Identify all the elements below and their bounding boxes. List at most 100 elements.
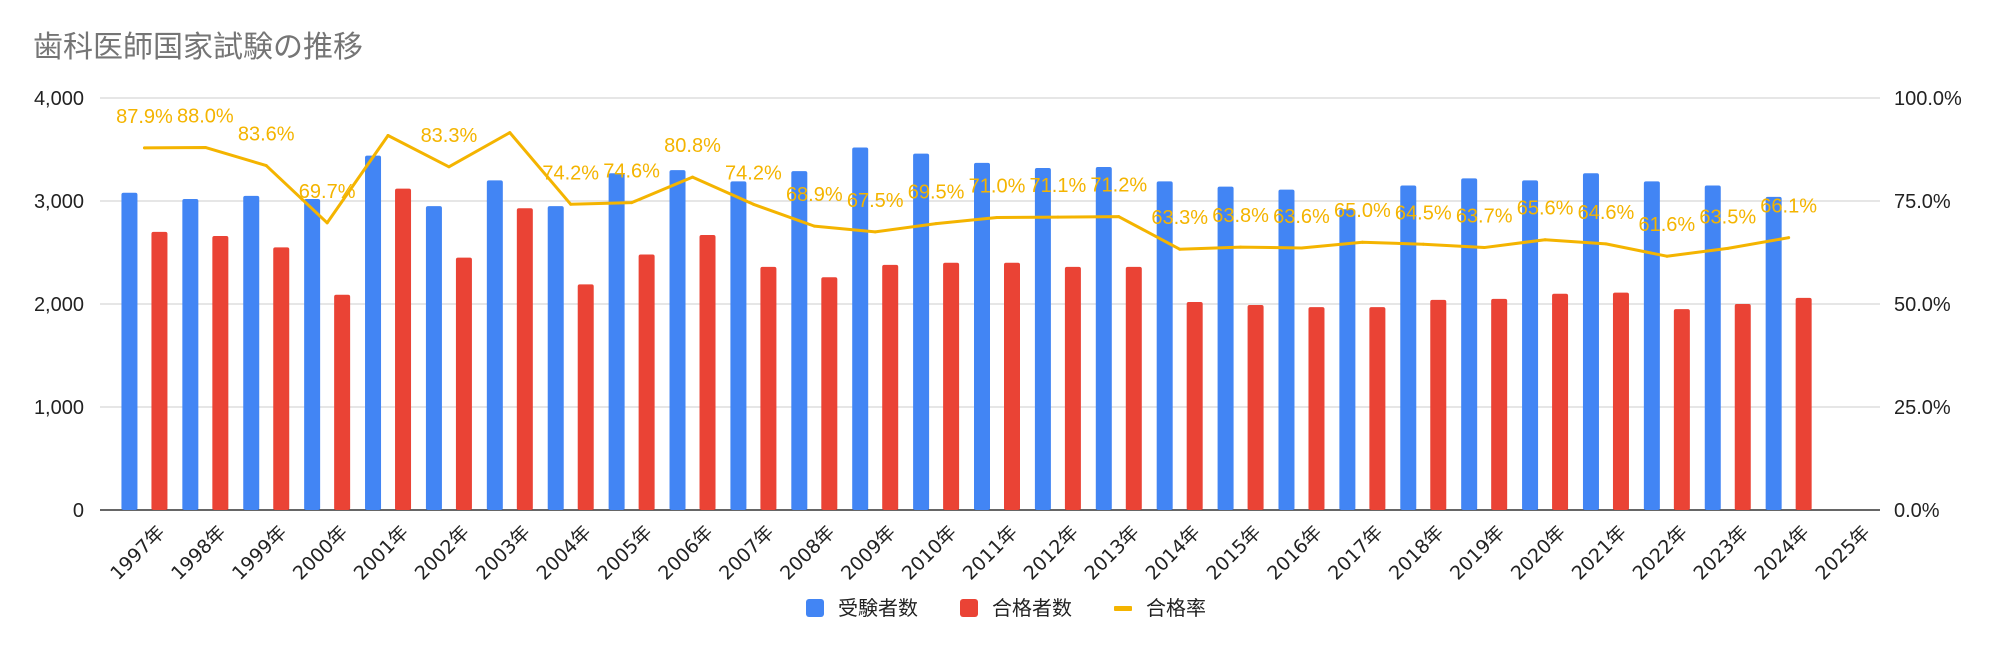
- pass-rate-point: [508, 131, 512, 135]
- rate-data-label: 63.6%: [1273, 206, 1330, 228]
- x-tick-label: 2004年: [532, 521, 595, 584]
- bar-examinees: [486, 180, 503, 510]
- bar-passers: [1552, 293, 1569, 510]
- x-tick-label: 2017年: [1324, 521, 1387, 584]
- legend-label: 合格者数: [992, 596, 1072, 620]
- x-tick-label: 2000年: [289, 521, 352, 584]
- legend-label: 合格率: [1146, 596, 1206, 620]
- rate-data-label: 71.0%: [969, 175, 1026, 197]
- x-tick-label: 2016年: [1263, 521, 1326, 584]
- x-tick-label: 1999年: [228, 521, 291, 584]
- x-tick-label: 1997年: [106, 521, 169, 584]
- bar-examinees: [304, 198, 321, 510]
- y2-tick-label: 100.0%: [1894, 88, 1962, 110]
- legend-swatch: [960, 599, 978, 617]
- bar-passers: [1612, 292, 1629, 510]
- rate-data-label: 63.8%: [1212, 205, 1269, 227]
- bar-examinees: [608, 173, 625, 510]
- x-tick-label: 2002年: [411, 521, 474, 584]
- bar-examinees: [365, 155, 382, 510]
- bar-examinees: [913, 153, 930, 510]
- rate-data-label: 65.0%: [1334, 200, 1391, 222]
- bar-passers: [1795, 297, 1812, 510]
- legend-swatch: [1114, 606, 1132, 611]
- left-axis: 0 1,000 2,000 3,000 4,000: [34, 88, 84, 522]
- bar-passers: [212, 236, 229, 510]
- rate-data-label: 83.6%: [238, 124, 295, 146]
- x-tick-label: 2009年: [837, 521, 900, 584]
- bar-series: [121, 147, 1812, 511]
- bar-passers: [455, 257, 472, 510]
- x-tick-label: 2003年: [472, 521, 535, 584]
- x-tick-label: 2013年: [1081, 521, 1144, 584]
- bar-passers: [334, 294, 351, 510]
- rate-data-label: 74.6%: [603, 161, 660, 183]
- bar-examinees: [1278, 189, 1295, 511]
- bar-examinees: [1095, 167, 1112, 510]
- pass-rate-point: [1360, 240, 1364, 244]
- y2-tick-label: 25.0%: [1894, 397, 1951, 419]
- bar-examinees: [730, 181, 747, 510]
- bar-examinees: [1156, 181, 1173, 510]
- pass-rate-point: [386, 133, 390, 137]
- rate-data-label: 64.5%: [1395, 202, 1452, 224]
- x-tick-label: 2025年: [1811, 521, 1874, 584]
- bar-passers: [516, 208, 533, 510]
- rate-data-label: 71.2%: [1090, 175, 1147, 197]
- bar-passers: [395, 188, 412, 510]
- x-tick-label: 2001年: [350, 521, 413, 584]
- rate-data-label: 61.6%: [1639, 214, 1696, 236]
- rate-data-label: 68.9%: [786, 184, 843, 206]
- x-tick-label: 2023年: [1690, 521, 1753, 584]
- rate-data-label: 63.3%: [1151, 207, 1208, 229]
- legend: 受験者数 合格者数 合格率: [806, 596, 1206, 620]
- bar-examinees: [1339, 209, 1356, 511]
- pass-rate-point: [1482, 246, 1486, 250]
- legend-label: 受験者数: [838, 596, 918, 620]
- legend-swatch: [806, 599, 824, 617]
- rate-data-label: 69.7%: [299, 181, 356, 203]
- bar-passers: [699, 234, 716, 511]
- rate-data-label: 63.5%: [1699, 206, 1756, 228]
- rate-data-label: 80.8%: [664, 135, 721, 157]
- x-tick-label: 1998年: [167, 521, 230, 584]
- pass-rate-point: [1665, 254, 1669, 258]
- pass-rate-point: [569, 202, 573, 206]
- y-tick-label: 1,000: [34, 397, 84, 419]
- bar-examinees: [243, 195, 260, 510]
- pass-rate-line: [144, 131, 1789, 258]
- bar-examinees: [425, 206, 442, 510]
- bar-examinees: [182, 198, 199, 510]
- x-tick-label: 2012年: [1020, 521, 1083, 584]
- bar-passers: [638, 254, 655, 510]
- y2-tick-label: 75.0%: [1894, 191, 1951, 213]
- pass-rate-point: [873, 230, 877, 234]
- rate-data-label: 66.1%: [1760, 196, 1817, 218]
- bar-examinees: [1704, 185, 1721, 511]
- x-tick-label: 2010年: [898, 521, 961, 584]
- bar-examinees: [547, 206, 564, 510]
- bar-examinees: [791, 171, 808, 510]
- x-tick-label: 2018年: [1385, 521, 1448, 584]
- rate-data-label: 63.7%: [1456, 206, 1513, 228]
- x-tick-label: 2022年: [1629, 521, 1692, 584]
- chart-title: 歯科医師国家試験の推移: [33, 30, 363, 65]
- bar-examinees: [1400, 185, 1417, 511]
- pass-rate-point: [1543, 238, 1547, 242]
- right-axis: 0.0% 25.0% 50.0% 75.0% 100.0%: [1894, 88, 1962, 522]
- bar-examinees: [1522, 180, 1539, 510]
- bar-passers: [1734, 304, 1751, 510]
- x-tick-label: 2020年: [1507, 521, 1570, 584]
- rate-data-label: 65.6%: [1517, 198, 1574, 220]
- pass-rate-point: [1726, 246, 1730, 250]
- pass-rate-point: [447, 165, 451, 169]
- x-tick-label: 2008年: [776, 521, 839, 584]
- rate-data-label: 88.0%: [177, 105, 234, 127]
- rate-data-label: 64.6%: [1578, 202, 1635, 224]
- bar-examinees: [1643, 181, 1660, 510]
- x-tick-label: 2019年: [1446, 521, 1509, 584]
- bar-passers: [1491, 298, 1508, 510]
- bar-passers: [943, 262, 960, 510]
